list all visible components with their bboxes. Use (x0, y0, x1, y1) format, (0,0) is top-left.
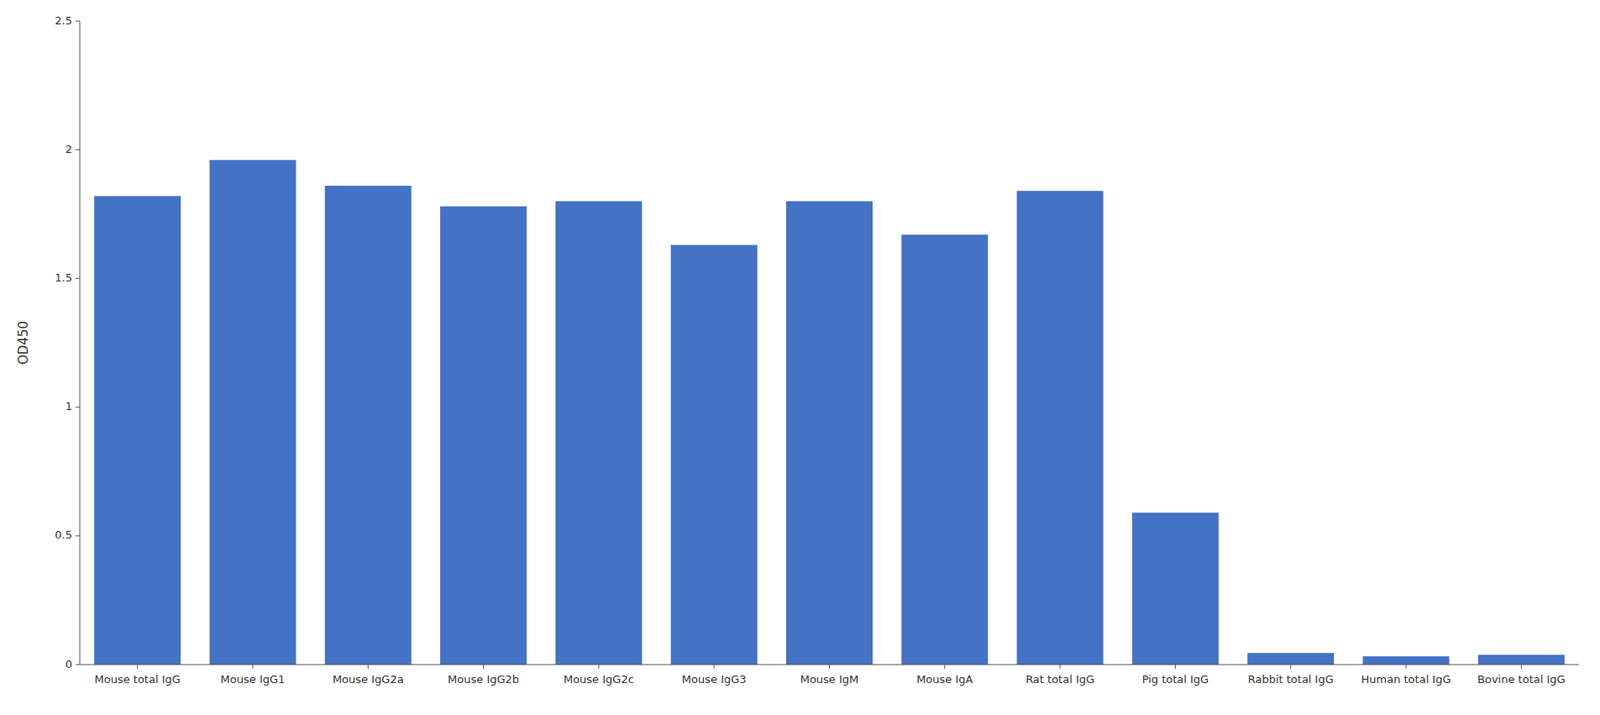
x-tick-label: Mouse IgG2b (447, 672, 520, 686)
bar (1363, 655, 1450, 665)
x-tick-label: Rabbit total IgG (1248, 672, 1334, 686)
x-tick (1290, 664, 1291, 669)
x-tick (598, 664, 599, 669)
page: {"chart_data": {"type": "bar", "ylabel":… (0, 0, 1600, 715)
x-tick (1059, 664, 1061, 669)
y-tick-label: 0 (65, 657, 73, 671)
y-tick (75, 149, 80, 151)
x-tick-label: Mouse total IgG (94, 672, 180, 686)
y-tick (75, 20, 80, 22)
x-tick (1405, 664, 1407, 669)
chart-container: 0 0.5 1 1.5 2 2.5 Mouse total IgG Mouse IgG1 Mou… (0, 0, 1600, 715)
y-tick-label: 1 (65, 399, 73, 413)
bar (1247, 652, 1334, 665)
bar (94, 195, 181, 665)
y-tick (75, 535, 80, 536)
x-tick-label: Mouse IgG1 (220, 672, 286, 686)
y-axis-label: OD450 (15, 320, 32, 365)
x-tick-label: Mouse IgG2c (563, 672, 635, 686)
x-tick-label: Pig total IgG (1142, 672, 1210, 686)
y-tick (75, 406, 80, 408)
bar (440, 206, 527, 665)
bar (671, 245, 758, 665)
bar (325, 185, 412, 665)
x-tick-label: Mouse IgG3 (681, 672, 747, 686)
x-tick-label: Mouse IgA (916, 672, 973, 686)
x-tick-label: Mouse IgM (800, 672, 860, 686)
y-tick-label: 1.5 (54, 271, 73, 284)
y-tick-label: 2 (65, 142, 73, 156)
axes: 0 0.5 1 1.5 2 2.5 Mouse total IgG Mouse IgG1 Mou… (54, 14, 1580, 687)
x-tick (367, 664, 369, 669)
x-tick (251, 664, 253, 669)
y-tick (75, 278, 80, 279)
chart-svg: 0 0.5 1 1.5 2 2.5 Mouse total IgG Mouse IgG1 Mou… (0, 0, 1600, 715)
bars (94, 159, 1565, 665)
bar (209, 159, 296, 665)
x-tick-label: Mouse IgG2a (332, 672, 404, 686)
y-axis-line (79, 20, 81, 665)
bar (901, 234, 988, 665)
bar (786, 200, 873, 665)
x-tick (828, 664, 830, 669)
x-tick-label: Bovine total IgG (1477, 672, 1566, 686)
x-tick (136, 664, 138, 669)
x-tick-label: Human total IgG (1361, 672, 1452, 686)
x-tick (1175, 664, 1176, 669)
x-tick (944, 664, 945, 669)
bar (1017, 190, 1104, 665)
bar (555, 200, 642, 665)
bar (1132, 512, 1219, 665)
y-tick-label: 0.5 (54, 528, 73, 541)
x-tick (482, 664, 484, 669)
y-tick-label: 2.5 (54, 14, 73, 27)
y-tick (75, 664, 80, 666)
x-tick (713, 664, 715, 669)
bar (1478, 654, 1565, 665)
x-tick (1521, 664, 1522, 669)
x-tick-label: Rat total IgG (1025, 672, 1095, 686)
